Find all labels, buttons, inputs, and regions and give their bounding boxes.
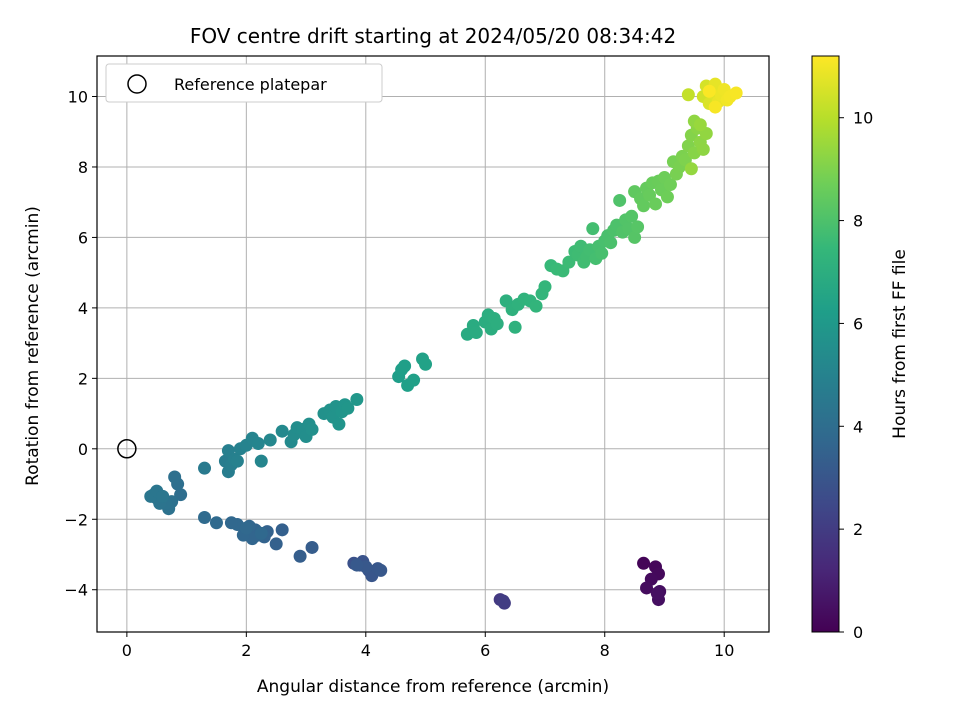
scatter-point <box>419 357 433 371</box>
scatter-point <box>586 222 600 236</box>
scatter-point <box>332 417 346 431</box>
scatter-point <box>254 526 268 540</box>
scatter-point <box>562 255 576 269</box>
scatter-point <box>613 193 627 207</box>
scatter-point <box>637 199 651 213</box>
colorbar-tick-label: 8 <box>853 212 863 231</box>
y-axis-ticks: −4 −2 0 2 4 6 8 10 <box>64 88 97 600</box>
colorbar: 0 2 4 6 8 10 Hours from first FF file <box>811 55 910 642</box>
scatter-point <box>198 511 212 525</box>
legend-marker-icon <box>127 74 147 94</box>
scatter-point <box>230 454 244 468</box>
y-tick-label: 2 <box>78 369 88 388</box>
scatter-point <box>693 118 707 132</box>
legend: Reference platepar <box>105 63 383 103</box>
scatter-point <box>496 594 510 608</box>
scatter-point <box>350 392 364 406</box>
y-tick-label: 8 <box>78 158 88 177</box>
x-tick-label: 4 <box>361 641 371 660</box>
y-tick-label: 10 <box>68 88 88 107</box>
scatter-point <box>708 100 722 114</box>
y-axis-label: Rotation from reference (arcmin) <box>23 206 43 486</box>
scatter-point <box>374 563 388 577</box>
scatter-point <box>538 280 552 294</box>
scatter-point <box>625 209 639 223</box>
scatter-point <box>251 437 265 451</box>
x-tick-label: 8 <box>600 641 610 660</box>
legend-entry-reference: Reference platepar <box>174 75 327 94</box>
scatter-point <box>350 558 364 572</box>
scatter-point <box>239 521 253 535</box>
y-tick-label: 4 <box>78 299 88 318</box>
scatter-points <box>144 77 743 610</box>
chart-title: FOV centre drift starting at 2024/05/20 … <box>190 24 676 48</box>
x-tick-label: 0 <box>122 641 132 660</box>
colorbar-gradient <box>811 55 840 633</box>
y-tick-label: −2 <box>64 510 88 529</box>
scatter-point <box>696 142 710 156</box>
scatter-point <box>660 190 674 204</box>
reference-point-marker <box>117 439 137 459</box>
scatter-point <box>702 84 716 98</box>
scatter-point <box>168 470 182 484</box>
scatter-point <box>398 359 412 373</box>
scatter-point <box>269 537 283 551</box>
scatter-point <box>595 246 609 260</box>
legend-box <box>105 63 383 103</box>
scatter-point <box>263 433 277 447</box>
scatter-point <box>604 236 618 250</box>
scatter-point <box>293 549 307 563</box>
scatter-point <box>628 230 642 244</box>
scatter-point <box>198 461 212 475</box>
scatter-point <box>684 162 698 176</box>
colorbar-tick-label: 4 <box>853 417 863 436</box>
y-tick-label: 6 <box>78 228 88 247</box>
scatter-point <box>640 581 654 595</box>
scatter-point <box>209 516 223 530</box>
colorbar-tick-label: 10 <box>853 109 873 128</box>
colorbar-label: Hours from first FF file <box>890 249 910 439</box>
x-tick-label: 10 <box>714 641 734 660</box>
x-axis-ticks: 0 2 4 6 8 10 <box>122 632 734 660</box>
scatter-point <box>729 86 743 100</box>
x-tick-label: 6 <box>480 641 490 660</box>
colorbar-tick-label: 6 <box>853 314 863 333</box>
scatter-point <box>529 299 543 313</box>
scatter-point <box>407 373 421 387</box>
scatter-point <box>254 454 268 468</box>
scatter-point <box>174 488 188 502</box>
scatter-point <box>650 586 664 600</box>
scatter-point <box>490 317 504 331</box>
scatter-point <box>341 401 355 415</box>
colorbar-tick-label: 0 <box>853 623 863 642</box>
x-tick-label: 2 <box>241 641 251 660</box>
scatter-point <box>224 516 238 530</box>
scatter-point <box>305 540 319 554</box>
scatter-point <box>305 422 319 436</box>
scatter-point <box>681 88 695 102</box>
scatter-point <box>637 556 651 570</box>
scatter-point <box>156 489 170 503</box>
scatter-point <box>508 320 522 334</box>
scatter-point <box>275 523 289 537</box>
colorbar-ticks: 0 2 4 6 8 10 <box>839 109 873 642</box>
colorbar-tick-label: 2 <box>853 520 863 539</box>
y-tick-label: −4 <box>64 581 88 600</box>
scatter-point <box>469 326 483 340</box>
scatter-point <box>275 424 289 438</box>
scatter-point <box>649 197 663 211</box>
scatter-point <box>631 220 645 234</box>
x-axis-label: Angular distance from reference (arcmin) <box>257 677 609 697</box>
scatter-point <box>663 178 677 192</box>
y-tick-label: 0 <box>78 440 88 459</box>
plot-area-frame <box>96 55 770 633</box>
grid <box>97 56 769 632</box>
